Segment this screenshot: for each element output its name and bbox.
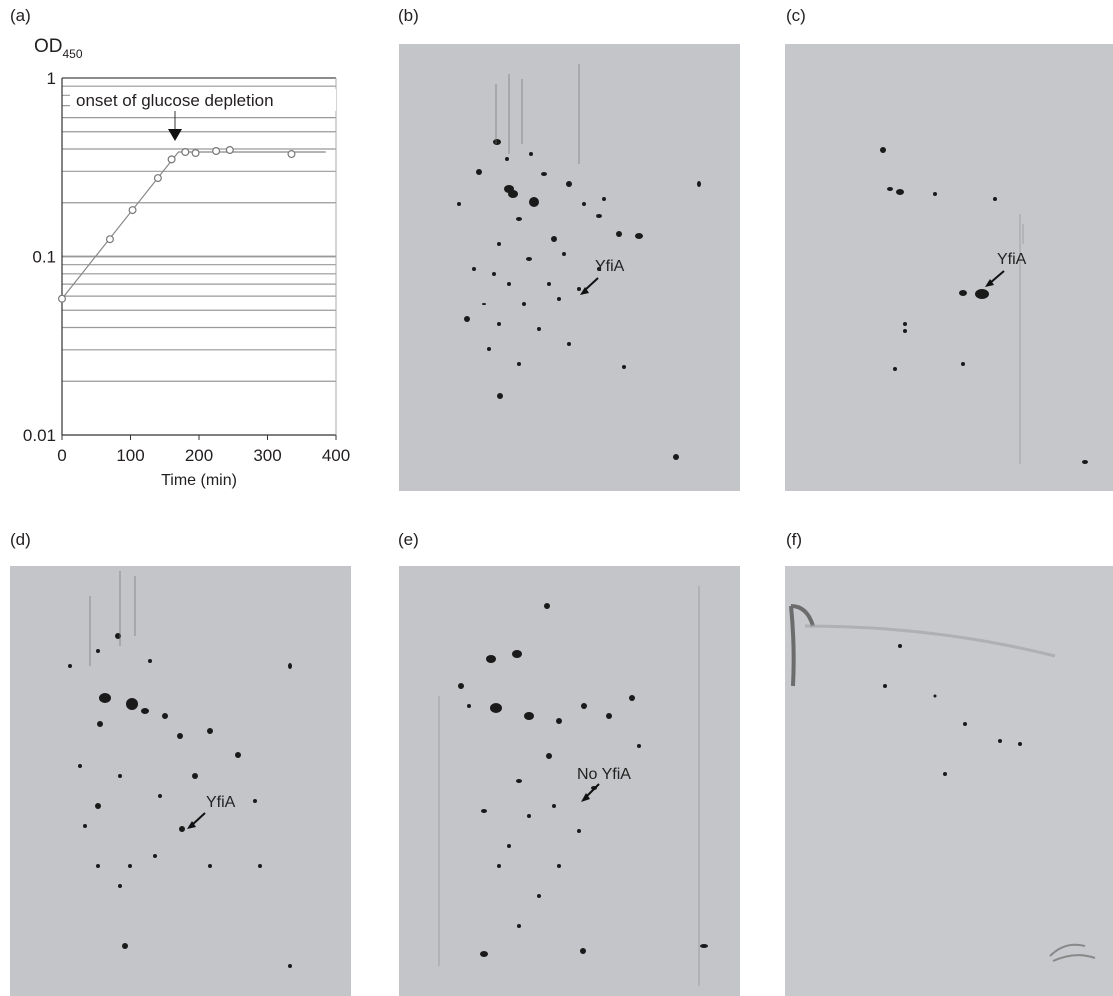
callout-overlay-b: YfiA [580,258,625,295]
data-points [57,146,296,303]
callout-yfia-d: YfiA [206,794,236,811]
x-tick-label: 100 [116,446,144,465]
x-tick-label: 0 [57,446,66,465]
data-point [181,147,190,156]
x-tick-label: 400 [322,446,350,465]
gel-image-e [399,566,740,996]
panel-label-b: (b) [398,6,419,25]
gel-spots [883,644,1022,776]
y-tick-labels: 1 0.1 0.01 [23,69,56,445]
annotation-text: onset of glucose depletion [76,91,274,110]
grid-lines [62,77,336,382]
gel-image-c [785,44,1113,491]
gel-image-b [399,44,740,491]
growth-curve-chart: OD450 10.10.01 0 100 200 300 400 Time (min) … [23,36,350,489]
data-point [105,235,114,244]
gel-image-d [10,566,351,996]
panel-label-e: (e) [398,530,419,549]
panel-label-a: (a) [10,6,31,25]
gel-spots [457,139,701,460]
callout-overlay-e: No YfiA [577,766,631,802]
annotation-background [70,89,336,111]
gel-spots [458,603,708,957]
x-tick-label: 200 [185,446,213,465]
fit-line [61,151,326,300]
gel-spots [880,147,1088,464]
y-tick-label: 1 [47,69,56,88]
x-tick-labels: 0 100 200 300 400 [57,435,350,465]
data-point [191,149,200,158]
annotation-arrowhead [168,129,182,141]
callout-overlay-d: YfiA [187,794,236,829]
x-axis-label: Time (min) [161,472,237,489]
data-point [167,155,176,164]
data-point [153,174,162,183]
y-axis-label: OD450 [34,36,83,61]
data-point [57,294,66,303]
panel-label-d: (d) [10,530,31,549]
panel-label-f: (f) [786,530,803,549]
callout-no-yfia-e: No YfiA [577,766,631,783]
gel-streaks [495,64,580,164]
x-tick-label: 300 [253,446,281,465]
data-point [128,206,137,215]
gel-image-f [785,566,1113,996]
callout-overlay-c: YfiA [985,251,1027,287]
y-tick-label: 0.01 [23,426,56,445]
data-point [225,146,234,155]
panel-label-c: (c) [786,6,806,25]
data-point [287,150,296,159]
y-tick-label: 0.1 [32,248,56,267]
gel-spots [68,633,292,968]
data-point [212,146,221,155]
callout-yfia-b: YfiA [595,258,625,275]
callout-yfia-c: YfiA [997,251,1027,268]
